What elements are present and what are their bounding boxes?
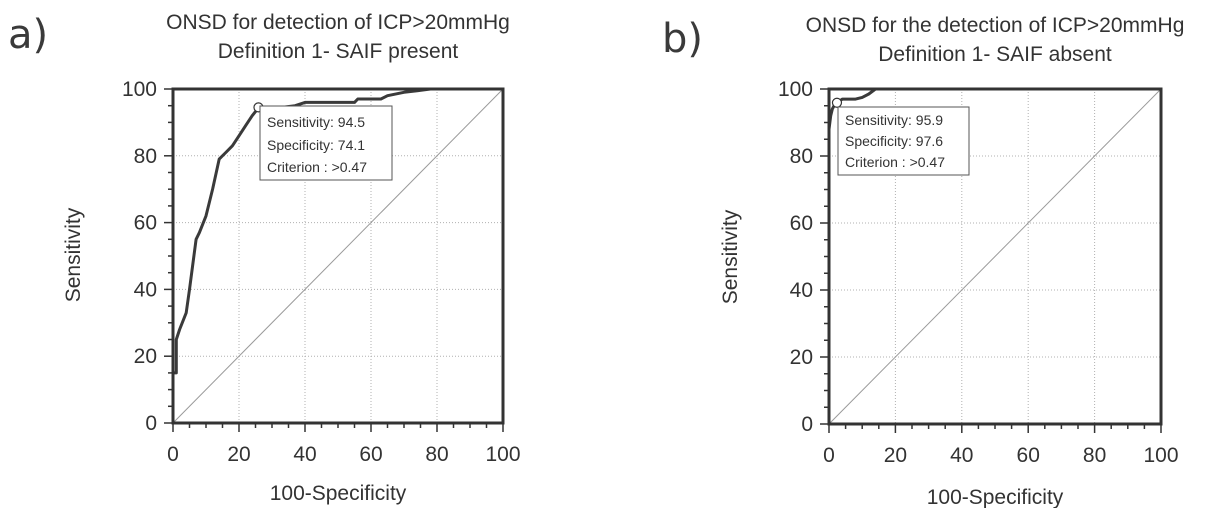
panel-a-reference-diagonal [172,88,504,424]
panel-a-x-axis-label: 100-Specificity [270,482,407,505]
panel-a-roc-curve [171,87,503,423]
panel-b-letter: b) [662,16,703,62]
panel-b-y-tick-label: 80 [790,145,813,168]
panel-b-annotation-sensitivity: Sensitivity: 95.9 [845,112,943,128]
panel-b-plot: 0 20 40 60 80 100 0 20 40 60 80 100 [778,78,1179,467]
panel-a-annotation-specificity: Specificity: 74.1 [267,137,365,153]
panel-a-letter: a) [8,12,48,58]
panel-b-subtitle: Definition 1- SAIF absent [878,43,1112,66]
panel-a-annotation: Sensitivity: 94.5 Specificity: 74.1 Crit… [259,105,393,181]
panel-a-x-tick-label: 100 [485,443,520,466]
panel-a-y-axis-label: Sensitivity [62,207,85,302]
panel-a-annotation-sensitivity: Sensitivity: 94.5 [267,114,365,130]
panel-b-annotation-criterion: Criterion : >0.47 [845,154,945,170]
panel-a-x-tick-label: 20 [227,443,250,466]
panel-b-y-tick-label: 60 [790,212,813,235]
panel-a-x-tick-label: 40 [293,443,316,466]
panel-b-y-tick-label: 20 [790,346,813,369]
panel-a-x-tick-label: 0 [167,443,179,466]
panel-b-y-tick-label: 100 [778,78,813,101]
panel-a-y-tick-label: 80 [134,145,157,168]
panel-b-title: ONSD for the detection of ICP>20mmHg [806,14,1185,37]
panel-b-x-tick-label: 40 [950,444,973,467]
panel-a: a) ONSD for detection of ICP>20mmHg Defi… [8,11,521,505]
panel-a-y-tick-label: 0 [145,412,157,435]
panel-b-x-tick-label: 60 [1017,444,1040,467]
panel-a-y-tick-label: 20 [134,345,157,368]
panel-b-y-tick-label: 40 [790,279,813,302]
panel-a-plot: 0 20 40 60 80 100 0 20 40 60 80 100 [122,78,521,466]
panel-b-x-tick-label: 20 [884,444,907,467]
panel-a-y-tick-label: 60 [134,212,157,235]
panel-b-criterion-marker [831,97,843,108]
panel-b-annotation-specificity: Specificity: 97.6 [845,133,943,149]
panel-a-y-tick-label: 100 [122,78,157,101]
panel-a-title: ONSD for detection of ICP>20mmHg [166,11,510,34]
panel-b-y-tick-label: 0 [801,413,813,436]
panel-a-annotation-criterion: Criterion : >0.47 [267,159,367,175]
panel-a-x-tick-label: 60 [359,443,382,466]
panel-a-subtitle: Definition 1- SAIF present [218,40,459,63]
panel-b-reference-diagonal [828,88,1162,425]
panel-b-y-axis-label: Sensitivity [719,209,742,304]
panel-a-y-tick-label: 40 [134,278,157,301]
panel-b-annotation: Sensitivity: 95.9 Specificity: 97.6 Crit… [837,106,970,176]
panel-b-x-tick-label: 80 [1083,444,1106,467]
panel-b-x-tick-label: 0 [823,444,835,467]
panel-b-x-tick-label: 100 [1143,444,1178,467]
panel-b-x-axis-label: 100-Specificity [927,486,1064,508]
panel-b: b) ONSD for the detection of ICP>20mmHg … [662,14,1184,508]
panel-a-x-tick-label: 80 [425,443,448,466]
